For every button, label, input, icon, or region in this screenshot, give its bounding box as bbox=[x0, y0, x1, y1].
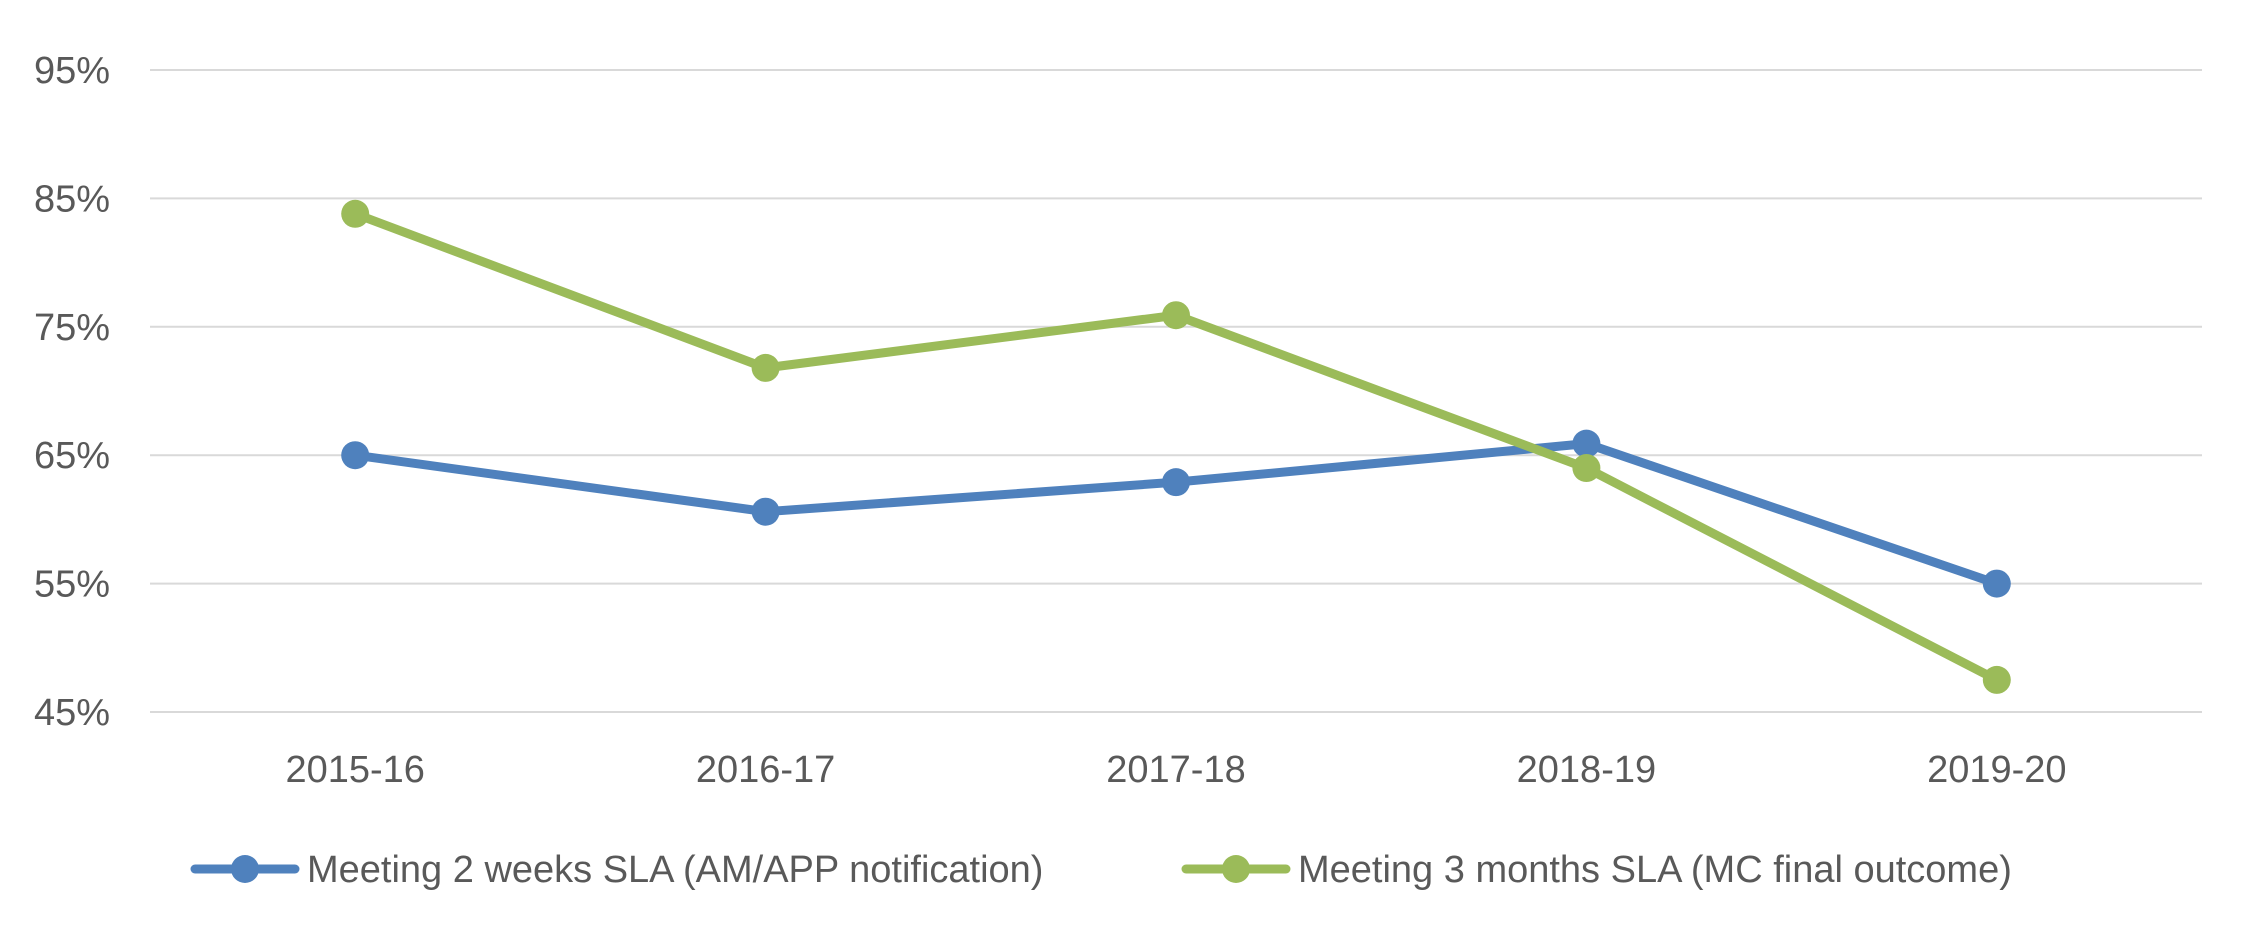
y-tick-label: 75% bbox=[34, 307, 110, 349]
data-point bbox=[341, 441, 370, 470]
data-point bbox=[1572, 454, 1601, 483]
series-layer bbox=[341, 199, 2011, 694]
legend-item: Meeting 2 weeks SLA (AM/APP notification… bbox=[190, 849, 1043, 891]
y-tick-label: 55% bbox=[34, 564, 110, 606]
x-tick-label: 2019-20 bbox=[1927, 749, 2066, 791]
legend-label: Meeting 2 weeks SLA (AM/APP notification… bbox=[307, 849, 1043, 891]
y-axis-tick-labels: 45% 55% 65% 75% 85% 95% bbox=[34, 50, 110, 734]
data-point bbox=[1162, 301, 1190, 330]
data-point bbox=[1982, 665, 2011, 694]
series-2 bbox=[341, 199, 2011, 694]
data-point bbox=[1162, 468, 1190, 497]
data-point bbox=[1982, 569, 2011, 598]
legend-item: Meeting 3 months SLA (MC final outcome) bbox=[1181, 849, 2012, 891]
x-tick-label: 2017-18 bbox=[1106, 749, 1245, 791]
x-tick-label: 2018-19 bbox=[1517, 749, 1656, 791]
legend-marker bbox=[231, 855, 259, 883]
x-axis-tick-labels: 2015-16 2016-17 2017-18 2018-19 2019-20 bbox=[285, 749, 2066, 791]
series-line bbox=[350, 209, 2002, 685]
x-tick-label: 2016-17 bbox=[696, 749, 835, 791]
gridlines bbox=[150, 69, 2202, 713]
data-point bbox=[751, 497, 780, 526]
data-point bbox=[341, 199, 370, 228]
legend-marker bbox=[1222, 855, 1250, 883]
y-tick-label: 45% bbox=[34, 692, 110, 734]
legend-label: Meeting 3 months SLA (MC final outcome) bbox=[1298, 849, 2012, 891]
series-1 bbox=[341, 429, 2011, 598]
y-tick-label: 95% bbox=[34, 50, 110, 92]
series-line bbox=[350, 439, 2002, 589]
y-tick-label: 65% bbox=[34, 435, 110, 477]
legend: Meeting 2 weeks SLA (AM/APP notification… bbox=[190, 849, 2012, 891]
data-point bbox=[1572, 429, 1601, 458]
y-tick-label: 85% bbox=[34, 178, 110, 220]
data-point bbox=[751, 353, 780, 382]
x-tick-label: 2015-16 bbox=[285, 749, 424, 791]
